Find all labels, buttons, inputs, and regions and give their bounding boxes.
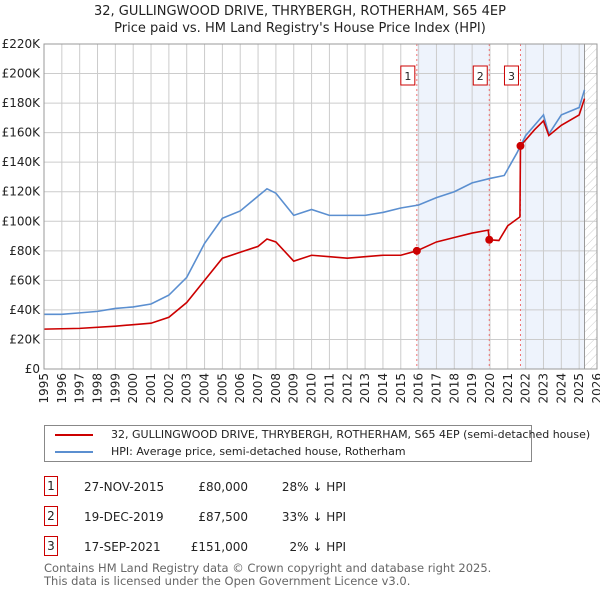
shaded-period <box>416 44 490 369</box>
plot-border <box>43 43 598 370</box>
shaded-period <box>520 44 585 369</box>
sale-price: £151,000 <box>190 540 248 554</box>
x-tick-label: 2006 <box>233 373 247 404</box>
y-tick-label: £80K <box>9 244 41 258</box>
x-tick-label: 2008 <box>269 373 283 404</box>
x-tick-label: 1996 <box>55 373 69 404</box>
y-tick-label: £120K <box>2 185 42 199</box>
x-tick-label: 2004 <box>198 373 212 404</box>
sale-point <box>412 246 421 255</box>
sale-point <box>485 235 494 244</box>
y-tick-label: £20K <box>9 332 41 346</box>
forecast-hatch <box>584 44 597 369</box>
x-tick-label: 2025 <box>572 373 586 404</box>
x-tick-label: 2003 <box>180 373 194 404</box>
x-tick-label: 2002 <box>162 373 176 404</box>
sale-label: 1 <box>404 70 411 83</box>
legend-item-hpi: HPI: Average price, semi-detached house,… <box>55 445 406 459</box>
sale-price: £87,500 <box>198 510 248 524</box>
y-tick-label: £0 <box>25 362 40 376</box>
chart-subtitle: Price paid vs. HM Land Registry's House … <box>114 21 486 36</box>
x-tick-label: 2000 <box>126 373 140 404</box>
sale-label: 3 <box>508 70 515 83</box>
x-tick-label: 2024 <box>554 373 568 404</box>
sale-label: 2 <box>477 70 484 83</box>
sale-hpi-diff: 2% ↓ HPI <box>289 540 346 554</box>
sale-hpi-diff: 33% ↓ HPI <box>281 510 346 524</box>
y-tick-label: £180K <box>2 96 42 110</box>
sale-date: 17-SEP-2021 <box>84 540 161 554</box>
legend-label: 32, GULLINGWOOD DRIVE, THRYBERGH, ROTHER… <box>111 428 591 441</box>
x-tick-label: 2011 <box>322 373 336 404</box>
x-tick-label: 2022 <box>519 373 533 404</box>
x-tick-label: 2009 <box>287 373 301 404</box>
sale-date: 27-NOV-2015 <box>84 480 165 494</box>
x-tick-label: 2023 <box>536 373 550 404</box>
sale-row: 2 19-DEC-2019 £87,500 33% ↓ HPI <box>44 506 364 529</box>
price-paid-line <box>43 98 586 330</box>
x-tick-label: 2001 <box>144 373 158 404</box>
x-tick-label: 2016 <box>412 373 426 404</box>
y-tick-label: £200K <box>2 67 42 81</box>
y-tick-label: £220K <box>2 37 42 51</box>
legend-item-property: 32, GULLINGWOOD DRIVE, THRYBERGH, ROTHER… <box>55 428 590 442</box>
x-tick-label: 2019 <box>465 373 479 404</box>
sale-point <box>516 141 525 150</box>
sale-number: 2 <box>44 506 58 526</box>
legend-label: HPI: Average price, semi-detached house,… <box>111 445 406 458</box>
y-tick-label: £40K <box>9 303 41 317</box>
x-tick-label: 2012 <box>340 373 354 404</box>
x-tick-label: 1997 <box>73 373 87 404</box>
x-tick-label: 2020 <box>483 373 497 404</box>
sale-number: 3 <box>44 536 58 556</box>
legend: 32, GULLINGWOOD DRIVE, THRYBERGH, ROTHER… <box>44 425 590 462</box>
legend-swatch <box>55 434 93 436</box>
sale-label-box <box>503 65 519 86</box>
sale-hpi-diff: 28% ↓ HPI <box>281 480 346 494</box>
x-tick-label: 2021 <box>501 373 515 404</box>
x-tick-label: 1999 <box>108 373 122 404</box>
sale-row: 1 27-NOV-2015 £80,000 28% ↓ HPI <box>44 476 364 499</box>
y-tick-label: £60K <box>9 273 41 287</box>
copyright-note: Contains HM Land Registry data © Crown c… <box>44 561 492 575</box>
sale-label-box <box>400 65 416 86</box>
x-tick-label: 2026 <box>590 373 600 404</box>
x-tick-label: 2007 <box>251 373 265 404</box>
x-tick-label: 2005 <box>215 373 229 404</box>
sale-price: £80,000 <box>198 480 248 494</box>
plot: 1995 1996 1997 1998 1999 2000 2001 2002 2003 2004… <box>2 37 600 404</box>
x-tick-label: 2017 <box>429 373 443 404</box>
x-tick-label: 1998 <box>91 373 105 404</box>
x-tick-label: 1995 <box>37 373 51 404</box>
licence-note: This data is licensed under the Open Gov… <box>44 574 411 588</box>
sale-row: 3 17-SEP-2021 £151,000 2% ↓ HPI <box>44 536 364 559</box>
sale-number: 1 <box>44 476 58 496</box>
x-tick-label: 2014 <box>376 373 390 404</box>
y-tick-label: £160K <box>2 126 42 140</box>
sale-label-box <box>472 65 488 86</box>
x-tick-label: 2018 <box>447 373 461 404</box>
x-tick-label: 2013 <box>358 373 372 404</box>
sale-date: 19-DEC-2019 <box>84 510 164 524</box>
x-tick-label: 2015 <box>394 373 408 404</box>
x-tick-label: 2010 <box>305 373 319 404</box>
y-tick-label: £140K <box>2 155 42 169</box>
hpi-line <box>44 89 586 316</box>
y-tick-label: £100K <box>2 214 42 228</box>
legend-swatch <box>55 451 93 453</box>
chart-title: 32, GULLINGWOOD DRIVE, THRYBERGH, ROTHER… <box>94 4 506 19</box>
